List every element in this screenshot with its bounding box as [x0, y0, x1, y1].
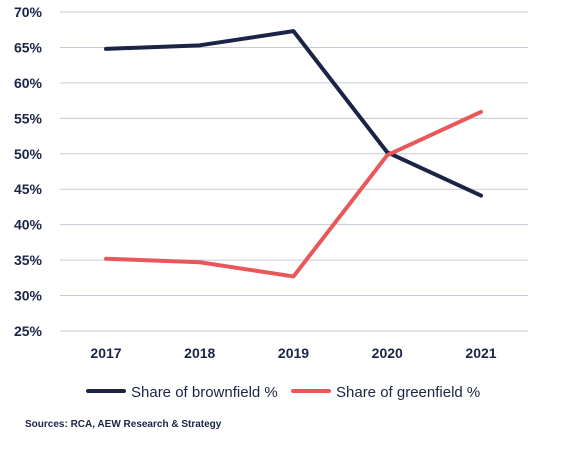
- legend-label: Share of greenfield %: [336, 384, 480, 401]
- y-tick-label: 25%: [14, 323, 43, 339]
- y-tick-label: 35%: [14, 252, 43, 268]
- y-tick-label: 50%: [14, 146, 43, 162]
- legend: Share of brownfield % Share of greenfield…: [86, 384, 480, 401]
- x-axis-ticks: 2017 2018 2019 2020 2021: [90, 345, 496, 361]
- y-tick-label: 70%: [14, 4, 43, 20]
- series-lines: [104, 29, 483, 279]
- series-line-brownfield: [104, 29, 483, 198]
- y-axis-ticks: 25% 30% 35% 40% 45% 50% 55% 60% 65% 70%: [14, 4, 43, 339]
- y-tick-label: 65%: [14, 39, 43, 55]
- y-tick-label: 55%: [14, 110, 43, 126]
- source-note: Sources: RCA, AEW Research & Strategy: [25, 419, 222, 430]
- series-line-greenfield: [104, 109, 483, 279]
- x-tick-label: 2020: [372, 345, 403, 361]
- y-tick-label: 60%: [14, 75, 43, 91]
- legend-label: Share of brownfield %: [131, 384, 278, 401]
- x-tick-label: 2017: [90, 345, 121, 361]
- gridlines: [60, 11, 528, 332]
- y-tick-label: 40%: [14, 217, 43, 233]
- x-tick-label: 2019: [278, 345, 309, 361]
- x-tick-label: 2018: [184, 345, 215, 361]
- y-tick-label: 45%: [14, 181, 43, 197]
- y-tick-label: 30%: [14, 288, 43, 304]
- x-tick-label: 2021: [465, 345, 496, 361]
